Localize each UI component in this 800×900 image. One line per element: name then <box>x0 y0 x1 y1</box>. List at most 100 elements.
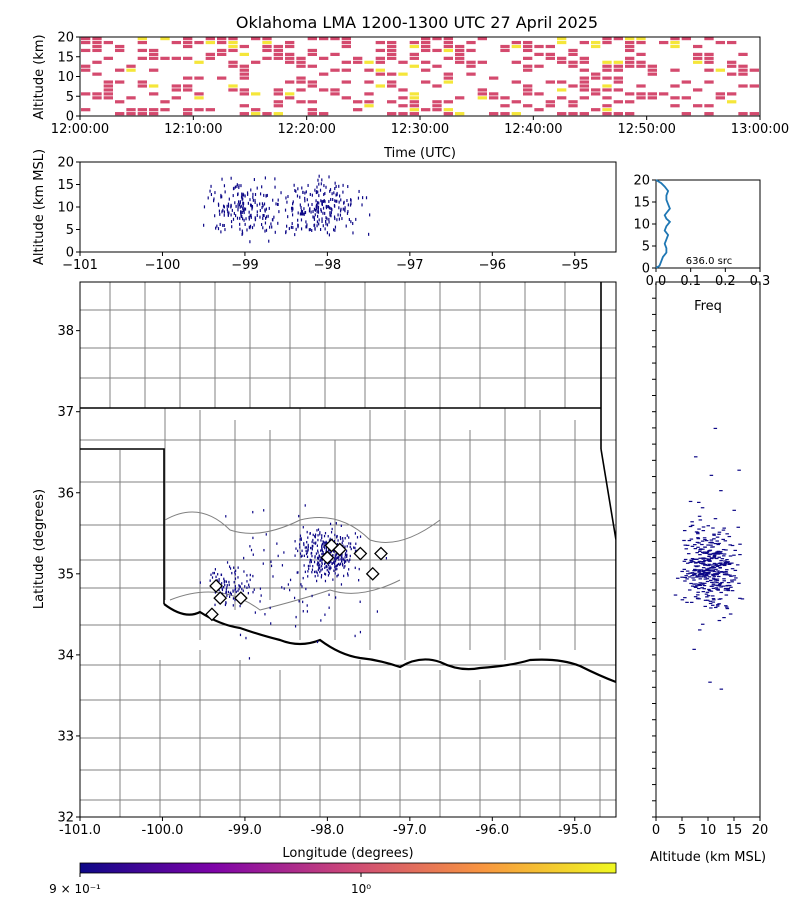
altlat-source-point <box>702 570 706 572</box>
plan-source-point <box>215 575 217 579</box>
altlat-source-point <box>682 539 686 542</box>
altlat-x-tick-label: 0 <box>652 823 660 838</box>
lon-source-point <box>242 209 244 213</box>
plan-source-point <box>252 574 254 578</box>
altlat-source-point <box>697 560 702 562</box>
altlat-source-point <box>719 553 723 555</box>
lon-source-point <box>243 193 245 197</box>
plan-source-point <box>218 588 220 592</box>
altlat-source-point <box>703 599 708 601</box>
lon-source-point <box>292 202 294 206</box>
plan-source-point <box>354 532 356 535</box>
lon-source-point <box>349 203 352 207</box>
time-bin <box>353 108 363 112</box>
altlat-source-point <box>698 519 703 521</box>
lon-source-point <box>226 208 228 212</box>
plan-source-point <box>259 587 262 590</box>
time-bin <box>375 84 385 88</box>
plan-source-point <box>241 587 243 591</box>
lon-source-point <box>262 204 264 208</box>
lon-source-point <box>238 203 241 207</box>
plan-source-point <box>320 619 322 622</box>
lon-source-point <box>238 184 240 188</box>
lon-source-point <box>325 185 327 189</box>
time-bin <box>307 80 317 84</box>
plan-source-point <box>239 633 242 637</box>
lon-source-point <box>230 176 232 180</box>
lon-source-point <box>270 222 272 226</box>
time-bin <box>625 100 635 104</box>
time-bin <box>81 48 91 53</box>
time-bin <box>115 68 125 72</box>
station-marker <box>332 542 347 557</box>
lon-source-point <box>292 226 294 230</box>
plan-source-point <box>346 558 348 562</box>
time-bin <box>103 88 113 92</box>
lon-source-point <box>256 203 258 207</box>
arkansas-border <box>600 448 616 682</box>
plan-source-point <box>237 589 239 593</box>
lon-source-point <box>296 194 299 198</box>
lon-source-point <box>325 204 327 208</box>
altlat-source-point <box>711 573 715 575</box>
plan-source-point <box>252 510 254 514</box>
plan-source-point <box>223 586 225 589</box>
lon-source-point <box>352 222 354 226</box>
plan-source-point <box>322 553 324 556</box>
altlat-source-point <box>707 576 712 578</box>
time-bin <box>432 37 442 41</box>
altlat-source-point <box>703 605 707 608</box>
altlat-source-point <box>700 507 705 509</box>
time-bin <box>591 40 601 45</box>
lon-source-point <box>334 225 337 229</box>
lon-y-tick-label: 5 <box>66 223 74 238</box>
altlat-source-point <box>690 560 694 562</box>
altlat-source-point <box>719 563 724 566</box>
plan-source-point <box>313 541 315 545</box>
time-bin <box>92 72 102 76</box>
altlat-source-point <box>709 544 713 546</box>
time-bin <box>137 80 147 84</box>
time-bin <box>613 64 623 68</box>
time-bin <box>239 68 249 72</box>
plan-source-point <box>353 546 355 549</box>
time-bin <box>443 76 453 80</box>
altlat-source-point <box>685 570 690 572</box>
plan-source-point <box>325 546 328 550</box>
station-marker <box>365 566 380 581</box>
lon-source-point <box>311 193 313 197</box>
plan-source-point <box>321 548 323 552</box>
time-bin <box>115 100 125 104</box>
lon-source-point <box>240 204 242 208</box>
time-bin <box>251 37 261 41</box>
plan-source-point <box>214 591 217 594</box>
altlat-source-point <box>702 552 706 554</box>
lon-source-point <box>308 228 310 232</box>
altlat-source-point <box>693 572 697 574</box>
lon-source-point <box>318 218 320 222</box>
plan-source-point <box>210 573 212 576</box>
time-bin <box>602 40 612 45</box>
altlat-source-point <box>725 533 729 535</box>
plan-source-point <box>344 545 346 548</box>
plan-source-point <box>341 562 344 566</box>
time-bin <box>670 84 680 88</box>
time-bin <box>421 44 431 49</box>
time-bin <box>557 80 567 84</box>
time-bin <box>285 52 295 56</box>
time-bin <box>443 40 453 45</box>
lon-y-tick-label: 10 <box>57 201 74 216</box>
lon-source-point <box>336 218 338 222</box>
plan-source-point <box>296 571 298 574</box>
plan-source-point <box>214 568 216 571</box>
lon-source-point <box>347 210 349 214</box>
plan-source-point <box>326 541 328 545</box>
altlat-source-point <box>714 563 719 565</box>
time-bin <box>183 108 193 112</box>
altlat-source-point <box>720 558 725 560</box>
altlat-source-point <box>692 579 696 581</box>
time-bin <box>183 112 193 116</box>
plan-source-point <box>315 552 318 555</box>
altlat-source-point <box>715 540 719 542</box>
altlat-source-point <box>703 576 708 578</box>
